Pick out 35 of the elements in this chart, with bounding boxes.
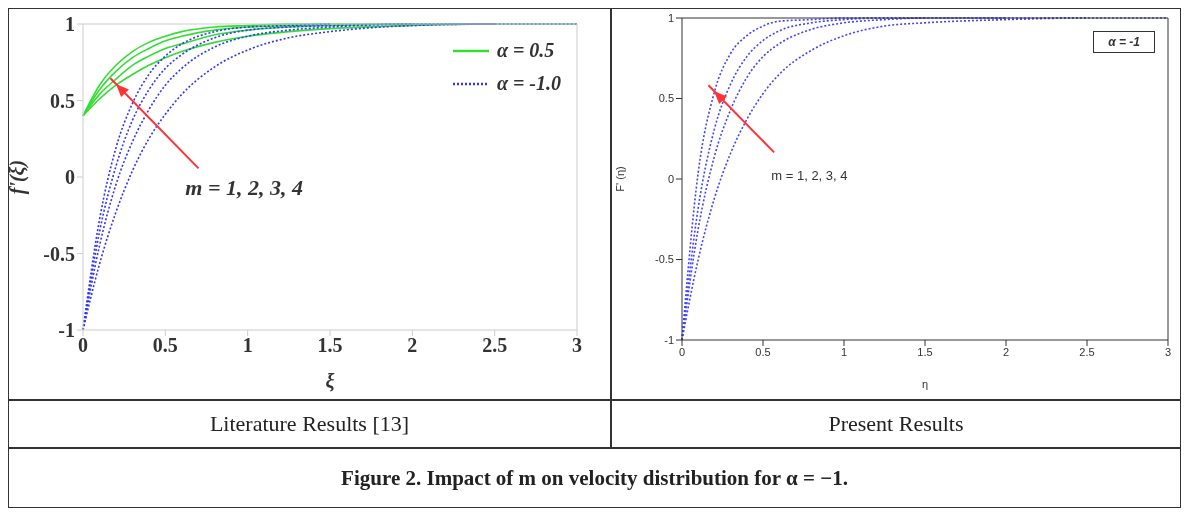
y-tick-label: 1: [667, 11, 674, 24]
annotation: m = 1, 2, 3, 4: [185, 174, 303, 201]
y-tick-label: 1: [65, 13, 75, 36]
x-tick-label: 2: [407, 334, 418, 357]
y-tick-label: 0.5: [658, 92, 674, 105]
x-tick-label: 2.5: [482, 334, 508, 357]
legend-label: α = 0.5: [496, 39, 555, 62]
x-tick-label: 2.5: [1079, 345, 1095, 358]
text: Present Results: [611, 400, 1181, 448]
y-tick-label: -1: [664, 333, 674, 346]
x-tick-label: 1.5: [917, 345, 933, 358]
x-tick-label: 0.5: [152, 334, 178, 357]
text: Literature Results [13]: [8, 400, 611, 448]
x-axis-title: η: [921, 378, 929, 390]
y-tick-label: -1: [58, 319, 75, 342]
caption: Figure 2. Impact of m on velocity distribution for α = −1.: [8, 448, 1181, 508]
annotation: α = -1: [1093, 31, 1155, 53]
x-tick-label: 1: [242, 334, 253, 357]
y-axis-title: f'(ξ): [6, 159, 30, 195]
x-axis-title: ξ: [325, 370, 335, 392]
x-tick-label: 0: [678, 345, 686, 358]
x-tick-label: 0.5: [755, 345, 771, 358]
y-axis-title: F' (η): [613, 166, 626, 192]
x-tick-label: 1: [840, 345, 848, 358]
y-tick-label: -0.5: [655, 253, 674, 266]
y-tick-label: 0.5: [50, 89, 75, 112]
y-tick-label: 0: [65, 166, 75, 189]
x-tick-label: 1.5: [317, 334, 343, 357]
y-tick-label: 0: [667, 172, 674, 185]
y-tick-label: -0.5: [43, 242, 75, 265]
annotation: m = 1, 2, 3, 4: [771, 167, 848, 183]
x-tick-label: 3: [1164, 345, 1172, 358]
x-tick-label: 3: [572, 334, 582, 357]
legend-label: α = -1.0: [496, 72, 561, 95]
x-tick-label: 2: [1002, 345, 1010, 358]
